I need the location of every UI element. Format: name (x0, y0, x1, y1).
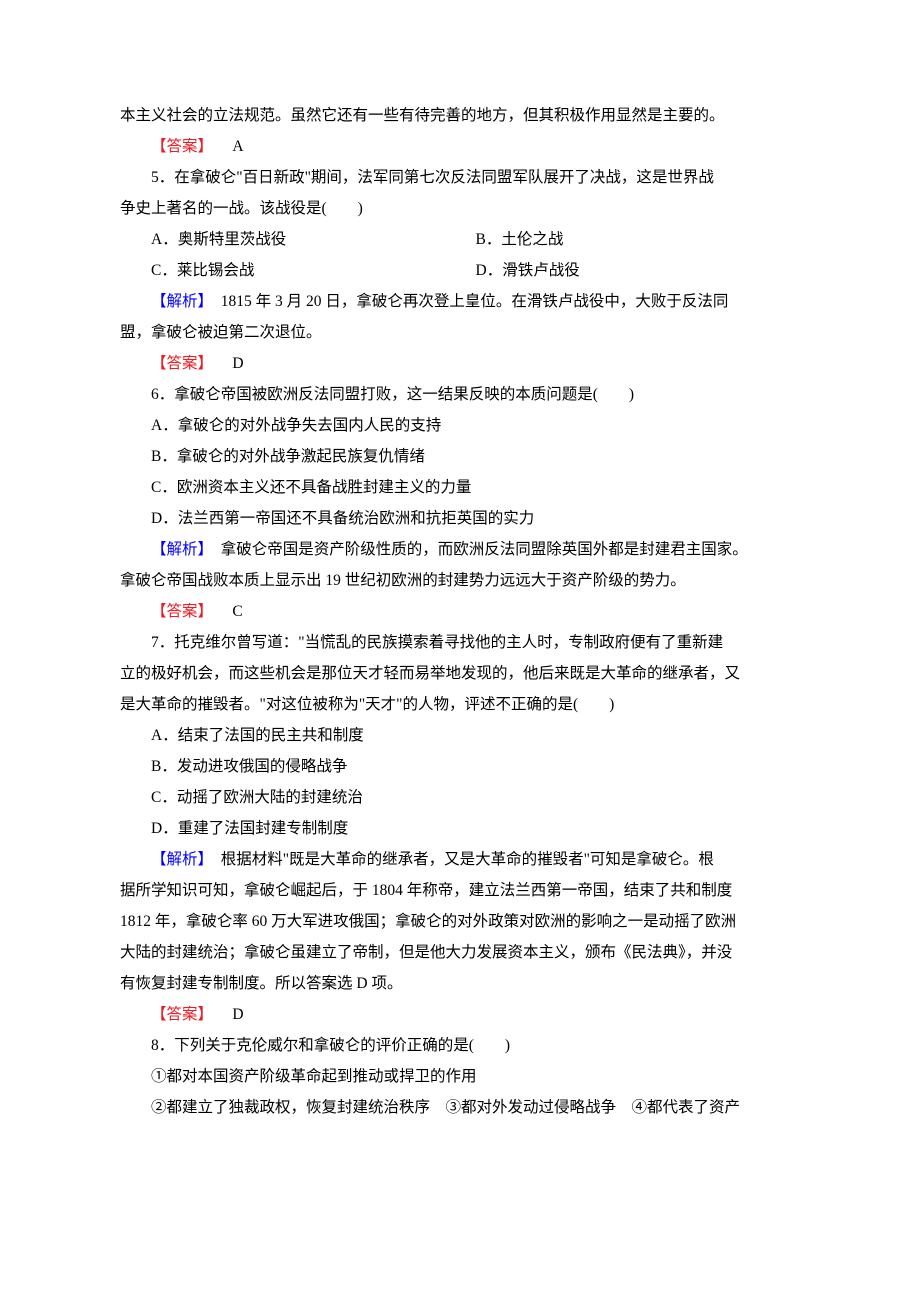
q5-options-row1: A．奥斯特里茨战役 B．土伦之战 (120, 224, 800, 255)
answer-label: 【答案】 (151, 1006, 213, 1023)
analysis-label: 【解析】 (151, 851, 205, 868)
q8-stem: 8．下列关于克伦威尔和拿破仑的评价正确的是( ) (120, 1030, 800, 1061)
intro-continuation: 本主义社会的立法规范。虽然它还有一些有待完善的地方，但其积极作用显然是主要的。 (120, 100, 800, 131)
q6-option-a: A．拿破仑的对外战争失去国内人民的支持 (120, 410, 800, 441)
q7-analysis-line3: 1812 年，拿破仑率 60 万大军进攻俄国；拿破仑的对外政策对欧洲的影响之一是… (120, 906, 800, 937)
answer-label: 【答案】 (151, 603, 213, 620)
q6-analysis-text1: 拿破仑帝国是资产阶级性质的，而欧洲反法同盟除英国外都是封建君主国家。 (205, 541, 748, 558)
q5-analysis-line1: 【解析】 1815 年 3 月 20 日，拿破仑再次登上皇位。在滑铁卢战役中，大… (120, 286, 800, 317)
q7-option-b: B．发动进攻俄国的侵略战争 (120, 751, 800, 782)
q5-stem-line2: 争史上著名的一战。该战役是( ) (120, 193, 800, 224)
q7-analysis-text1: 根据材料"既是大革命的继承者，又是大革命的摧毁者"可知是拿破仑。根 (205, 851, 714, 868)
q5-analysis-text1: 1815 年 3 月 20 日，拿破仑再次登上皇位。在滑铁卢战役中，大败于反法同 (205, 293, 728, 310)
q6-answer: C (232, 603, 242, 620)
q7-stem-line2: 立的极好机会，而这些机会是那位天才轻而易举地发现的，他后来既是大革命的继承者，又 (120, 658, 800, 689)
q6-analysis-line1: 【解析】 拿破仑帝国是资产阶级性质的，而欧洲反法同盟除英国外都是封建君主国家。 (120, 534, 800, 565)
q7-option-a: A．结束了法国的民主共和制度 (120, 720, 800, 751)
q6-answer-space (217, 603, 233, 620)
q5-analysis-line2: 盟，拿破仑被迫第二次退位。 (120, 317, 800, 348)
q5-options-row2: C．莱比锡会战 D．滑铁卢战役 (120, 255, 800, 286)
q8-sub2: ②都建立了独裁政权，恢复封建统治秩序 ③都对外发动过侵略战争 ④都代表了资产 (120, 1092, 800, 1123)
intro-answer-line: 【答案】 A (120, 131, 800, 162)
q6-answer-line: 【答案】 C (120, 596, 800, 627)
q6-option-d: D．法兰西第一帝国还不具备统治欧洲和抗拒英国的实力 (120, 503, 800, 534)
q7-answer-line: 【答案】 D (120, 999, 800, 1030)
q5-option-d: D．滑铁卢战役 (476, 255, 801, 286)
q7-analysis-line5: 有恢复封建专制制度。所以答案选 D 项。 (120, 968, 800, 999)
q6-option-c: C．欧洲资本主义还不具备战胜封建主义的力量 (120, 472, 800, 503)
q6-option-b: B．拿破仑的对外战争激起民族复仇情绪 (120, 441, 800, 472)
analysis-label: 【解析】 (151, 293, 205, 310)
q6-analysis-line2: 拿破仑帝国战败本质上显示出 19 世纪初欧洲的封建势力远远大于资产阶级的势力。 (120, 565, 800, 596)
q6-stem: 6．拿破仑帝国被欧洲反法同盟打败，这一结果反映的本质问题是( ) (120, 379, 800, 410)
q5-answer: D (232, 355, 243, 372)
q7-answer-space (217, 1006, 233, 1023)
q7-stem-line1: 7．托克维尔曾写道："当慌乱的民族摸索着寻找他的主人时，专制政府便有了重新建 (120, 627, 800, 658)
q5-option-a: A．奥斯特里茨战役 (151, 224, 476, 255)
q7-analysis-line4: 大陆的封建统治；拿破仑虽建立了帝制，但是他大力发展资本主义，颁布《民法典》，并没 (120, 937, 800, 968)
q7-answer: D (232, 1006, 243, 1023)
q5-answer-space (217, 355, 233, 372)
q8-sub1: ①都对本国资产阶级革命起到推动或捍卫的作用 (120, 1061, 800, 1092)
q7-stem-line3: 是大革命的摧毁者。"对这位被称为"天才"的人物，评述不正确的是( ) (120, 689, 800, 720)
q5-option-c: C．莱比锡会战 (151, 255, 476, 286)
answer-label: 【答案】 (151, 138, 213, 155)
q5-answer-line: 【答案】 D (120, 348, 800, 379)
q7-option-d: D．重建了法国封建专制制度 (120, 813, 800, 844)
q7-analysis-line2: 据所学知识可知，拿破仑崛起后，于 1804 年称帝，建立法兰西第一帝国，结束了共… (120, 875, 800, 906)
intro-answer: A (232, 138, 243, 155)
document-page: 本主义社会的立法规范。虽然它还有一些有待完善的地方，但其积极作用显然是主要的。 … (0, 0, 920, 1183)
intro-answer-value (217, 138, 233, 155)
q5-option-b: B．土伦之战 (476, 224, 801, 255)
q5-stem-line1: 5．在拿破仑"百日新政"期间，法军同第七次反法同盟军队展开了决战，这是世界战 (120, 162, 800, 193)
q7-option-c: C．动摇了欧洲大陆的封建统治 (120, 782, 800, 813)
answer-label: 【答案】 (151, 355, 213, 372)
analysis-label: 【解析】 (151, 541, 205, 558)
q7-analysis-line1: 【解析】 根据材料"既是大革命的继承者，又是大革命的摧毁者"可知是拿破仑。根 (120, 844, 800, 875)
